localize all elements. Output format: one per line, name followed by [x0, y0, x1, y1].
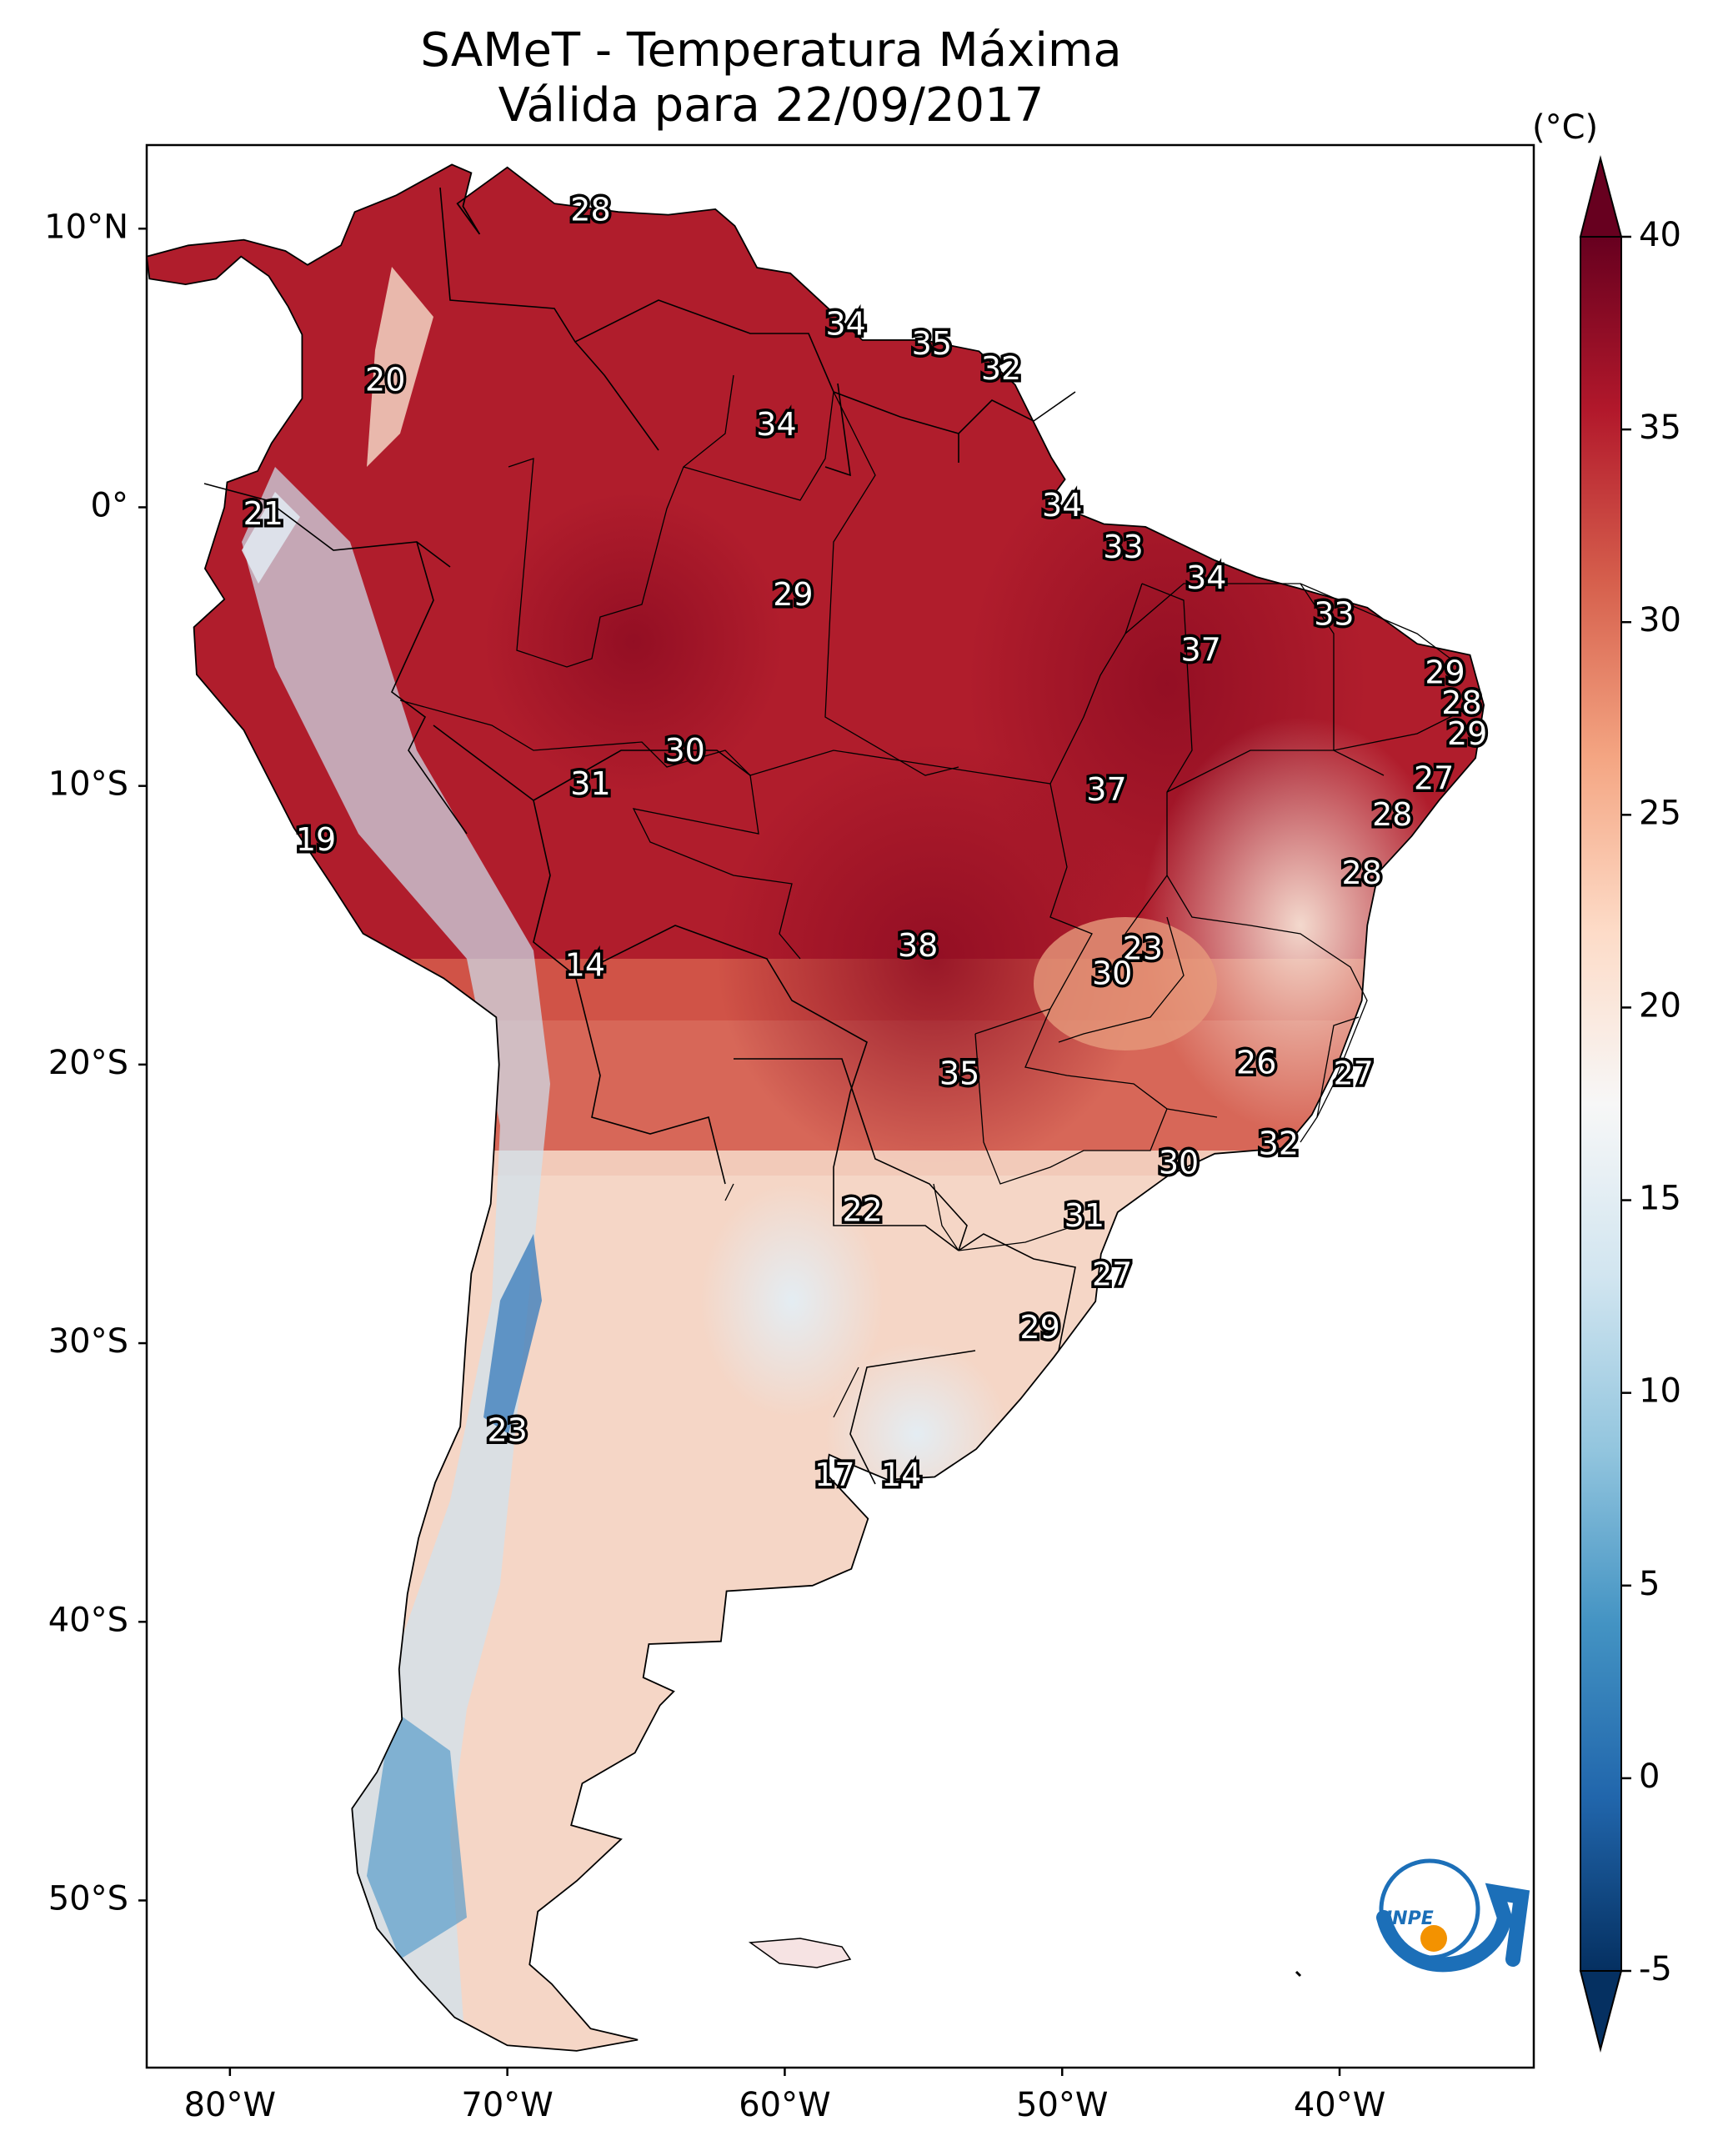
temperature-label: 17: [814, 1457, 854, 1493]
temperature-label: 34: [825, 306, 865, 343]
logo-text: INPE: [1385, 1908, 1434, 1929]
lon-tick-label: 60°W: [739, 2086, 830, 2124]
colorbar-tick-label: 10: [1639, 1372, 1681, 1411]
country-borders: [203, 187, 1076, 1485]
lat-tick-label: 30°S: [48, 1322, 128, 1361]
temperature-label: 27: [1334, 1055, 1374, 1092]
colorbar-tick-label: 20: [1639, 986, 1681, 1025]
colorbar-ticks: 40 35 30 25 20 15 10 5 0 -5: [1621, 216, 1681, 1988]
lon-tick-label: 50°W: [1016, 2086, 1108, 2124]
temperature-label: 20: [365, 362, 405, 399]
colorbar-top-arrow: [1579, 155, 1623, 238]
logo-dot-icon: [1420, 1925, 1447, 1952]
coastline: [146, 163, 1485, 2052]
temperature-label: 34: [1186, 559, 1226, 596]
temperature-label: 35: [939, 1055, 979, 1092]
falkland-islands: [748, 1938, 852, 1968]
colorbar-tick-label: 15: [1639, 1180, 1681, 1218]
lat-tick-label: 10°S: [48, 765, 128, 804]
map-subtitle: Válida para 22/09/2017: [498, 78, 1044, 133]
latitude-ticks: 10°N 0° 10°S 20°S 30°S 40°S 50°S: [44, 208, 147, 1918]
temperature-label: 31: [1064, 1197, 1104, 1234]
south-georgia: [1295, 1970, 1302, 1978]
state-borders: [399, 374, 1468, 1418]
colorbar-frame: [1580, 236, 1622, 1972]
temperature-labels: 2820213435323434333433293729282927282830…: [240, 188, 1490, 1496]
colorbar-unit: (°C): [1532, 108, 1599, 147]
temperature-label: 29: [1425, 654, 1465, 690]
temperature-label: 28: [1372, 796, 1412, 833]
temperature-label: 30: [1159, 1145, 1199, 1181]
lat-tick-label: 50°S: [48, 1879, 128, 1918]
temperature-label: 27: [1092, 1256, 1132, 1292]
temperature-label: 35: [912, 325, 952, 362]
lon-tick-label: 40°W: [1294, 2086, 1385, 2124]
temperature-label: 14: [565, 946, 605, 983]
temperature-label: 33: [1314, 595, 1354, 632]
colorbar-tick-label: 5: [1639, 1565, 1660, 1603]
temperature-label: 27: [1414, 760, 1454, 796]
temperature-label: 37: [1180, 632, 1220, 669]
temperature-label: 28: [1341, 855, 1381, 891]
lon-tick-label: 80°W: [184, 2086, 276, 2124]
temperature-label: 34: [756, 406, 796, 443]
temperature-label: 26: [1236, 1044, 1276, 1081]
temperature-label: 29: [773, 576, 813, 613]
temperature-label: 29: [1019, 1309, 1059, 1346]
longitude-ticks: 80°W 70°W 60°W 50°W 40°W: [184, 2068, 1385, 2124]
temperature-label: 14: [881, 1457, 921, 1493]
temperature-label: 33: [1103, 529, 1143, 565]
temperature-label: 32: [1259, 1125, 1299, 1161]
colorbar-tick-label: 40: [1639, 216, 1681, 254]
temperature-label: 22: [842, 1191, 882, 1228]
temperature-label: 23: [1123, 930, 1163, 966]
colorbar-tick-label: 0: [1639, 1757, 1660, 1796]
temperature-label: 38: [898, 927, 938, 964]
temperature-label: 28: [1441, 684, 1481, 721]
lat-tick-label: 40°S: [48, 1601, 128, 1639]
colorbar-gradient: [1580, 237, 1621, 1971]
lat-tick-label: 0°: [91, 486, 128, 524]
lon-tick-label: 70°W: [461, 2086, 553, 2124]
colorbar-tick-label: 25: [1639, 794, 1681, 832]
map-title: SAMeT - Temperatura Máxima: [420, 23, 1122, 78]
logo-arrow-icon: [1376, 1883, 1530, 1973]
colorbar-bottom-arrow: [1579, 1970, 1623, 2053]
lat-tick-label: 10°N: [44, 208, 128, 246]
temperature-label: 30: [664, 732, 704, 769]
temperature-label: 32: [981, 350, 1021, 387]
temperature-label: 37: [1086, 771, 1126, 808]
temperature-label: 30: [1092, 955, 1132, 991]
temperature-label: 29: [1447, 715, 1487, 752]
colorbar: 40 35 30 25 20 15 10 5 0 -5: [1579, 155, 1681, 2053]
inpe-logo: INPE: [1376, 1858, 1530, 1973]
lat-tick-label: 20°S: [48, 1044, 128, 1082]
temperature-label: 28: [570, 192, 610, 228]
colorbar-tick-label: -5: [1639, 1950, 1672, 1988]
temperature-label: 21: [243, 495, 283, 532]
temperature-label: 31: [570, 765, 610, 802]
colorbar-tick-label: 30: [1639, 601, 1681, 639]
temperature-label: 19: [296, 821, 336, 858]
colorbar-tick-label: 35: [1639, 409, 1681, 447]
temperature-label: 34: [1042, 487, 1082, 524]
temperature-label: 23: [487, 1412, 527, 1449]
